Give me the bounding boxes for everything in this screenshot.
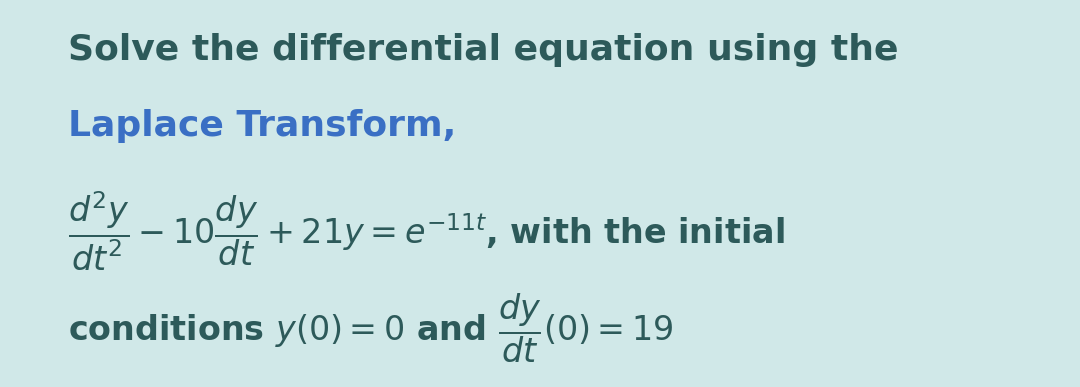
Text: Laplace Transform,: Laplace Transform,: [68, 109, 457, 143]
Text: Solve the differential equation using the: Solve the differential equation using th…: [68, 33, 899, 67]
Text: $\dfrac{d^2y}{dt^2} - 10\dfrac{dy}{dt} + 21y = e^{-11t}$, with the initial: $\dfrac{d^2y}{dt^2} - 10\dfrac{dy}{dt} +…: [68, 190, 785, 272]
Text: conditions $y(0) = 0$ and $\dfrac{dy}{dt}(0) = 19$: conditions $y(0) = 0$ and $\dfrac{dy}{dt…: [68, 292, 674, 365]
